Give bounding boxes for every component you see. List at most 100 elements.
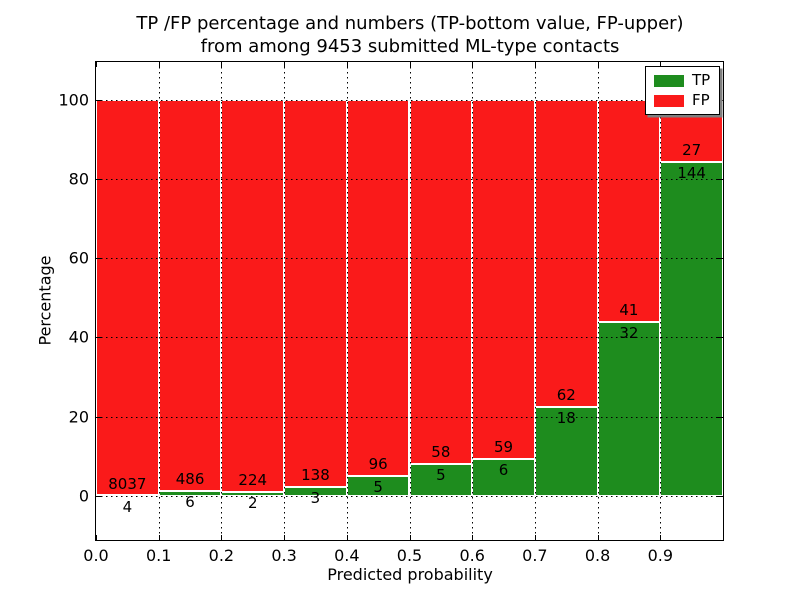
gridline-vertical [660, 62, 662, 540]
x-tick-label: 0.6 [459, 546, 485, 565]
y-tick-mark-right [717, 179, 723, 181]
x-tick-mark-bottom [346, 535, 348, 540]
x-tick-mark-top [284, 62, 286, 67]
y-tick-label: 80 [68, 169, 89, 189]
chart-title-line2: from among 9453 submitted ML-type contac… [200, 36, 620, 57]
legend: TP FP [645, 66, 721, 115]
y-tick-mark-left [96, 495, 102, 497]
x-tick-mark-top [409, 62, 411, 67]
y-tick-label: 40 [68, 327, 89, 347]
fp-count-label: 41 [619, 301, 639, 320]
tp-count-label: 144 [677, 164, 706, 183]
gridline-vertical [409, 62, 411, 540]
y-tick-label: 100 [58, 90, 89, 110]
tp-count-label: 32 [619, 324, 639, 343]
tp-count-label: 18 [556, 408, 576, 427]
y-axis-label-text: Percentage [35, 254, 55, 346]
fp-bar-segment [346, 99, 410, 477]
x-tick-mark-top [158, 62, 160, 67]
x-tick-label: 0.5 [396, 546, 423, 565]
fp-count-label: 224 [238, 471, 268, 490]
x-tick-label: 0.9 [647, 546, 674, 565]
tp-count-label: 3 [310, 489, 321, 508]
fp-bar-segment [284, 99, 347, 488]
y-axis-label: Percentage [33, 61, 57, 539]
gridline-vertical [472, 62, 474, 540]
fp-count-label: 62 [556, 385, 576, 404]
x-tick-mark-bottom [96, 535, 97, 540]
gridline-vertical [158, 62, 160, 540]
y-tick-mark-right [717, 337, 723, 339]
x-tick-label: 0.3 [271, 546, 297, 565]
y-tick-mark-left [96, 258, 102, 260]
x-tick-mark-bottom [284, 535, 286, 540]
x-tick-mark-top [221, 62, 223, 67]
x-tick-label: 0.0 [83, 546, 109, 565]
y-tick-mark-right [717, 495, 723, 497]
plot-area: 8037 4 486 6 224 2 138 3 96 5 58 5 59 6 62 18 41 32 27 144 [95, 61, 724, 541]
y-tick-label: 0 [78, 486, 89, 506]
x-tick-mark-top [346, 62, 348, 67]
fp-count-label: 96 [368, 455, 388, 474]
legend-item: FP [654, 93, 710, 108]
tp-bar-segment [96, 493, 159, 496]
x-tick-mark-bottom [534, 535, 536, 540]
fp-count-label: 486 [175, 469, 205, 488]
x-tick-label: 0.1 [145, 546, 172, 565]
tp-count-label: 4 [122, 497, 133, 516]
fp-count-label: 27 [682, 141, 702, 160]
bar-group [534, 99, 598, 496]
fp-bar-segment [221, 99, 285, 493]
fp-bar-segment [534, 99, 598, 407]
legend-item-label: TP [692, 71, 711, 89]
tp-count-label: 2 [247, 494, 258, 513]
fp-count-label: 59 [494, 438, 514, 457]
x-tick-label: 0.7 [522, 546, 548, 565]
x-tick-label: 0.4 [334, 546, 360, 565]
y-tick-mark-left [96, 179, 102, 181]
bar-group [96, 99, 159, 496]
bar-group [597, 99, 661, 496]
y-tick-mark-left [96, 337, 102, 339]
tp-count-label: 6 [185, 492, 195, 511]
gridline-vertical [534, 62, 536, 540]
tp-count-label: 5 [436, 466, 446, 485]
bar-group [221, 99, 285, 496]
fp-bar-segment [597, 99, 661, 323]
chart-title-line1: TP /FP percentage and numbers (TP-bottom… [136, 13, 684, 34]
x-tick-mark-bottom [597, 535, 599, 540]
gridline-vertical [221, 62, 223, 540]
gridline-vertical [597, 62, 599, 540]
legend-item: TP [654, 73, 710, 88]
bar-group [409, 99, 473, 496]
x-tick-mark-bottom [409, 535, 411, 540]
tp-legend-swatch [654, 74, 684, 87]
x-tick-mark-top [472, 62, 474, 67]
bar-group [346, 99, 410, 496]
gridline-vertical [284, 62, 286, 540]
fp-count-label: 58 [431, 443, 451, 462]
y-tick-mark-right [717, 416, 723, 418]
fp-legend-swatch [654, 94, 684, 107]
fp-bar-segment [472, 99, 535, 460]
y-tick-mark-right [717, 258, 723, 260]
tp-count-label: 5 [373, 478, 383, 497]
gridline-vertical [346, 62, 348, 540]
x-tick-mark-top [96, 62, 97, 67]
x-tick-label: 0.2 [208, 546, 235, 565]
x-tick-mark-top [534, 62, 536, 67]
x-tick-mark-bottom [660, 535, 662, 540]
x-tick-label: 0.8 [584, 546, 611, 565]
x-tick-mark-bottom [472, 535, 474, 540]
x-tick-mark-bottom [221, 535, 223, 540]
tp-count-label: 6 [498, 461, 509, 480]
y-tick-mark-left [96, 416, 102, 418]
tp-bar-segment [534, 406, 598, 496]
bar-group [158, 99, 222, 496]
tp-bar-segment [597, 322, 661, 496]
y-tick-label: 60 [68, 248, 89, 268]
legend-item-label: FP [692, 91, 710, 109]
bar-group [472, 99, 535, 496]
x-axis-label: Predicted probability [327, 565, 493, 584]
